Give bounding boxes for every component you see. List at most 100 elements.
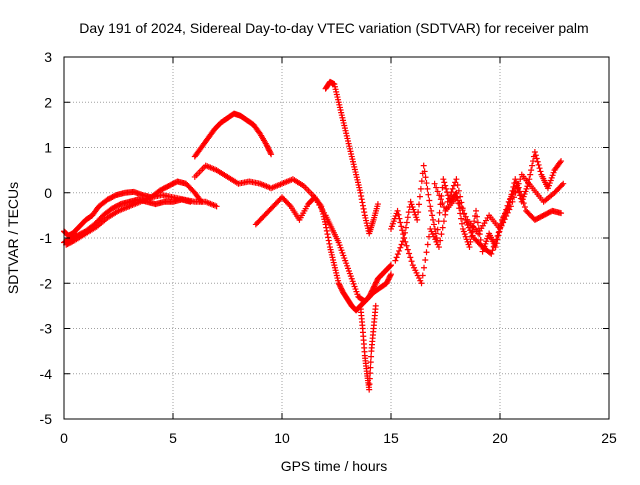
data-point [504,202,511,209]
data-point [536,165,543,172]
data-point [421,264,428,271]
data-point [416,193,423,200]
data-point [516,188,523,195]
data-point [494,233,501,240]
data-point [531,149,538,156]
y-tick-label: -5 [40,411,53,427]
data-point [407,254,414,261]
data-point [374,201,381,208]
data-point [367,359,374,366]
data-point [416,201,423,208]
data-point [498,222,505,229]
data-point [530,158,537,165]
data-point [514,185,521,192]
data-point [435,244,442,251]
data-point [442,182,449,189]
data-point [213,203,220,210]
data-point [473,213,480,220]
data-point [423,180,430,187]
data-point [397,244,404,251]
data-point [434,188,441,195]
data-point [455,187,462,194]
data-point [497,225,503,232]
y-tick-label: -2 [40,275,53,291]
data-point [427,203,434,210]
data-point [323,224,330,231]
data-point [558,158,565,165]
data-point [387,262,394,269]
y-tick-label: -4 [40,366,53,382]
data-point [396,247,403,254]
data-series [191,110,275,160]
data-point [440,176,447,183]
data-point [422,174,429,181]
data-point [537,168,544,175]
data-point [267,149,274,156]
data-points [61,78,567,393]
data-point [459,207,466,214]
data-point [532,152,539,159]
data-point [432,230,439,237]
data-point [420,162,427,169]
x-tick-label: 15 [383,430,399,446]
data-point [430,221,437,228]
data-point [360,205,367,212]
data-point [414,216,421,223]
data-point [454,181,461,188]
x-tick-label: 5 [169,430,177,446]
data-point [518,192,525,199]
data-point [401,235,408,241]
data-point [433,184,440,191]
data-point [512,189,519,196]
data-point [495,229,502,236]
data-point [456,200,463,207]
data-point [366,375,373,382]
data-point [444,198,451,205]
data-point [404,214,411,221]
data-point [436,192,443,199]
data-point [506,206,513,213]
data-point [511,194,518,201]
data-point [422,256,429,263]
data-point [406,250,413,257]
data-point [402,238,409,245]
data-point [436,209,443,216]
data-point [526,176,533,183]
data-point [424,185,431,192]
data-point [461,210,468,217]
data-point [509,198,516,205]
data-point [558,181,565,188]
data-point [408,258,415,265]
data-point [473,207,480,214]
data-series [322,78,381,237]
data-point [437,237,444,244]
data-point [326,240,333,247]
data-point [434,226,441,233]
data-point [449,185,456,192]
data-point [521,203,528,210]
data-point [452,191,459,198]
data-point [560,180,567,187]
data-point [358,196,365,203]
data-point [404,246,411,253]
data-point [387,272,394,279]
data-point [426,197,433,204]
data-point [423,249,430,256]
data-point [430,216,437,223]
data-series [431,171,567,237]
data-point [392,257,399,264]
data-point [435,218,442,225]
axis-ticks: 0 5 10 15 20 25 -5 -4 -3 -2 -1 0 1 2 3 [40,49,617,446]
data-point [453,176,460,183]
data-point [515,180,522,187]
data-point [438,231,445,238]
data-point [394,207,401,214]
data-point [529,162,536,169]
data-point [402,229,409,236]
data-point [394,251,401,258]
data-point [447,192,454,199]
data-point [402,224,409,231]
data-point [533,155,540,162]
data-point [286,202,293,209]
